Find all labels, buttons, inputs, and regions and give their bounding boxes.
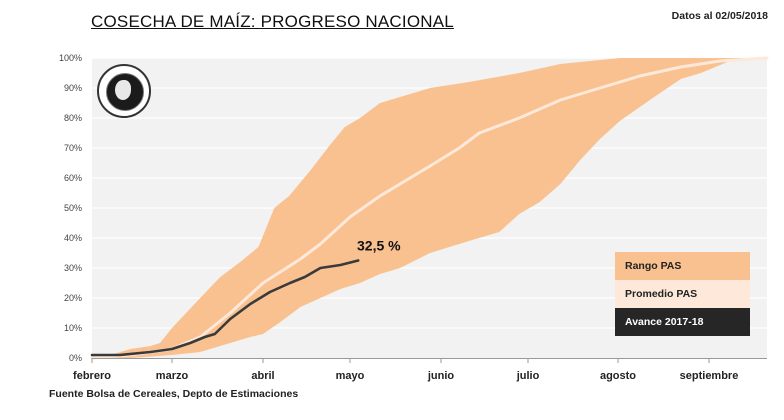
lines-group: [90, 56, 769, 360]
y-tick-label: 10%: [64, 323, 82, 333]
x-tick-label-marzo: marzo: [156, 370, 189, 382]
current-season-line: [90, 259, 360, 357]
y-tick-label: 60%: [64, 173, 82, 183]
bolsa-de-cereales-seal-icon: [97, 64, 151, 118]
x-tick-label-febrero: febrero: [73, 370, 111, 382]
y-tick-label: 100%: [59, 53, 82, 63]
data-date-label: Datos al 02/05/2018: [671, 10, 768, 22]
source-note: Fuente Bolsa de Cereales, Depto de Estim…: [49, 388, 299, 400]
x-tick-label-agosto: agosto: [600, 370, 636, 382]
y-tick-label: 50%: [64, 203, 82, 213]
chart-title: COSECHA DE MAÍZ: PROGRESO NACIONAL: [91, 12, 454, 31]
average-line: [90, 56, 769, 360]
y-tick-label: 20%: [64, 293, 82, 303]
legend-item-rango-pas: Rango PAS: [615, 252, 750, 280]
range-band-group: [92, 58, 767, 358]
logo-portrait: [115, 80, 131, 100]
legend-item-avance: Avance 2017-18: [615, 308, 750, 336]
logo-inner: [106, 73, 144, 111]
legend-item-promedio-pas: Promedio PAS: [615, 280, 750, 308]
x-tick-label-junio: junio: [427, 370, 455, 382]
current-value-annotation: 32,5 %: [357, 238, 401, 254]
y-tick-label: 80%: [64, 113, 82, 123]
y-tick-label: 40%: [64, 233, 82, 243]
x-tick-label-septiembre: septiembre: [680, 370, 739, 382]
x-tick-label-mayo: mayo: [336, 370, 365, 382]
range-band-area: [92, 58, 767, 358]
axes-group: 0% 10% 20% 30% 40% 50% 60% 70% 80% 90% 100% febrero…: [59, 53, 767, 382]
legend: Rango PAS Promedio PAS Avance 2017-18: [615, 252, 750, 336]
x-tick-label-julio: julio: [516, 370, 540, 382]
y-tick-label: 30%: [64, 263, 82, 273]
y-tick-label: 90%: [64, 83, 82, 93]
y-tick-label: 70%: [64, 143, 82, 153]
x-tick-label-abril: abril: [251, 370, 274, 382]
y-tick-label: 0%: [69, 353, 82, 363]
